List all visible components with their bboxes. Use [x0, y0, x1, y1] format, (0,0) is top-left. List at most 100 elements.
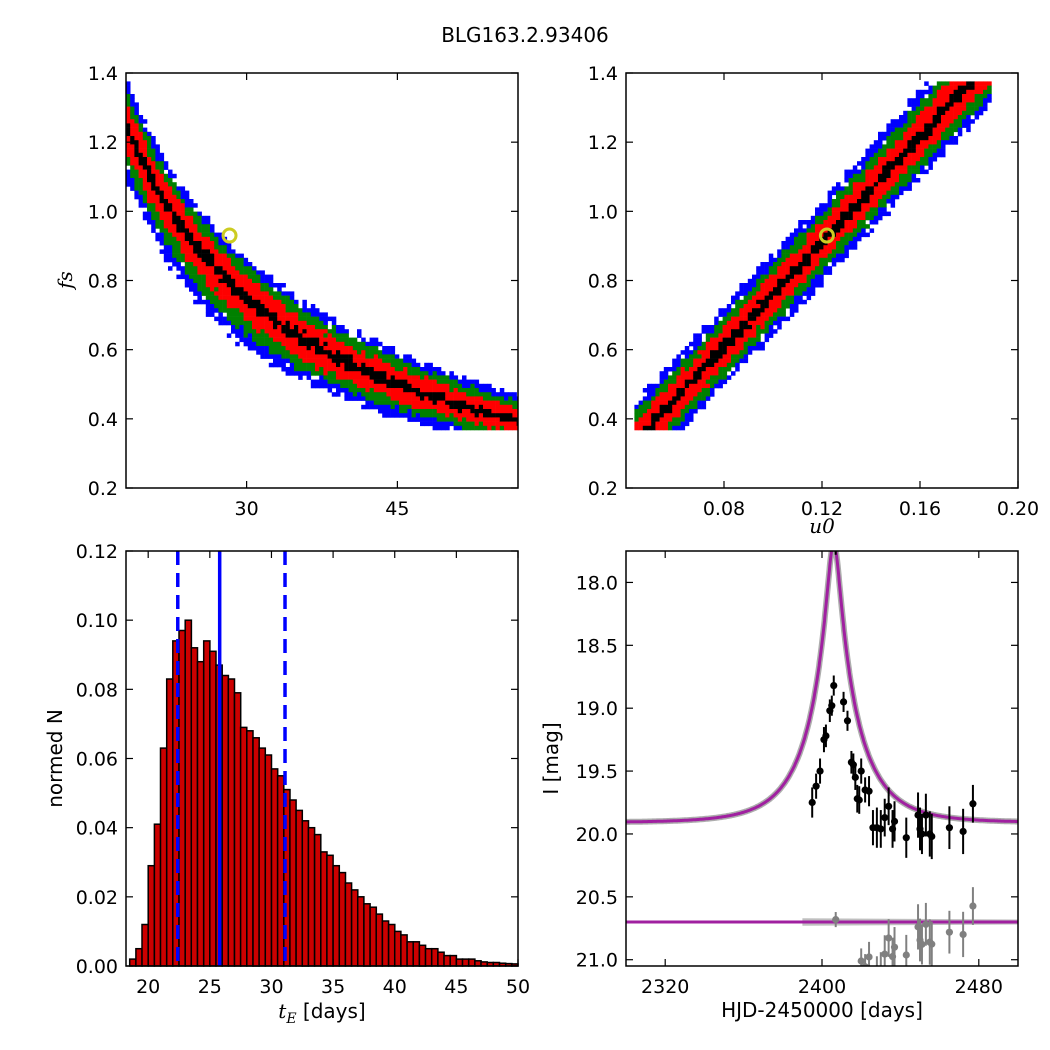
density-cell — [773, 270, 778, 275]
density-cell — [920, 94, 925, 99]
y-tick-label: 0.12 — [76, 541, 118, 563]
density-cell — [718, 308, 723, 313]
density-cell — [201, 215, 207, 221]
density-cell — [432, 417, 438, 422]
density-cell — [168, 169, 173, 175]
density-cell — [873, 190, 879, 196]
density-cell — [247, 283, 253, 288]
histogram-bar — [449, 954, 458, 967]
density-cell — [781, 316, 786, 322]
density-cell — [323, 320, 328, 326]
density-cell — [407, 400, 412, 406]
density-cell — [794, 266, 799, 271]
histogram-bar — [381, 920, 390, 967]
density-cell — [781, 270, 786, 275]
density-cell — [340, 388, 345, 393]
density-cell — [184, 211, 190, 217]
density-cell — [768, 329, 774, 334]
density-cell — [768, 262, 774, 267]
density-cell — [932, 102, 938, 107]
density-cell — [840, 207, 845, 212]
density-cell — [315, 333, 320, 338]
density-cell — [361, 362, 366, 368]
density-cell — [168, 194, 173, 200]
density-cell — [806, 220, 812, 225]
density-cell — [869, 169, 875, 175]
density-cell — [163, 220, 169, 225]
density-cell — [680, 421, 686, 427]
density-cell — [243, 320, 249, 326]
density-cell — [760, 266, 765, 271]
density-cell — [504, 404, 509, 410]
density-cell — [289, 308, 295, 313]
density-cell — [714, 337, 719, 343]
density-cell — [794, 291, 799, 296]
density-cell — [310, 333, 316, 338]
density-cell — [302, 312, 307, 317]
density-cell — [932, 140, 938, 145]
density-cell — [210, 308, 215, 313]
density-cell — [689, 392, 694, 397]
density-cell — [718, 379, 723, 385]
density-cell — [718, 320, 723, 326]
density-cell — [331, 316, 337, 322]
density-cell — [184, 249, 190, 254]
density-cell — [264, 346, 270, 351]
density-cell — [487, 383, 492, 389]
density-cell — [504, 409, 509, 414]
density-cell — [773, 283, 778, 288]
density-cell — [151, 157, 156, 162]
density-cell — [894, 169, 900, 175]
density-cell — [260, 270, 265, 275]
density-cell — [911, 173, 917, 179]
density-cell — [289, 295, 295, 301]
density-cell — [172, 228, 177, 233]
density-cell — [411, 404, 417, 410]
density-cell — [441, 400, 446, 406]
density-cell — [415, 404, 421, 410]
density-cell — [432, 379, 438, 385]
density-cell — [705, 379, 711, 385]
y-tick-label: 0.02 — [76, 887, 118, 909]
density-cell — [810, 224, 816, 229]
density-cell — [226, 316, 232, 322]
density-cell — [676, 392, 681, 397]
density-cell — [327, 371, 333, 376]
density-cell — [256, 274, 261, 280]
density-cell — [189, 253, 194, 259]
density-cell — [441, 413, 446, 418]
density-cell — [936, 144, 942, 149]
density-cell — [348, 341, 354, 347]
density-cell — [806, 274, 812, 280]
density-cell — [369, 392, 375, 397]
density-cell — [226, 283, 232, 288]
density-cell — [281, 354, 286, 359]
density-cell — [970, 110, 975, 116]
histogram-bar — [455, 958, 464, 967]
density-cell — [218, 241, 223, 246]
density-cell — [176, 253, 181, 259]
density-cell — [323, 329, 328, 334]
density-cell — [710, 392, 715, 397]
density-cell — [878, 186, 883, 191]
density-cell — [714, 375, 719, 380]
density-cell — [911, 161, 917, 166]
density-cell — [445, 425, 450, 431]
density-cell — [668, 404, 673, 410]
density-cell — [852, 173, 858, 179]
density-cell — [949, 106, 954, 112]
x-tick-label: 0.08 — [703, 498, 745, 520]
density-cell — [462, 388, 467, 393]
density-cell — [205, 245, 211, 250]
density-cell — [941, 144, 946, 149]
density-cell — [180, 207, 186, 212]
density-cell — [886, 144, 891, 149]
density-cell — [844, 207, 849, 212]
density-cell — [378, 362, 383, 368]
density-cell — [705, 333, 711, 338]
density-cell — [802, 262, 807, 267]
density-cell — [168, 232, 173, 238]
density-cell — [336, 383, 341, 389]
density-cell — [499, 388, 505, 393]
density-cell — [155, 186, 160, 191]
